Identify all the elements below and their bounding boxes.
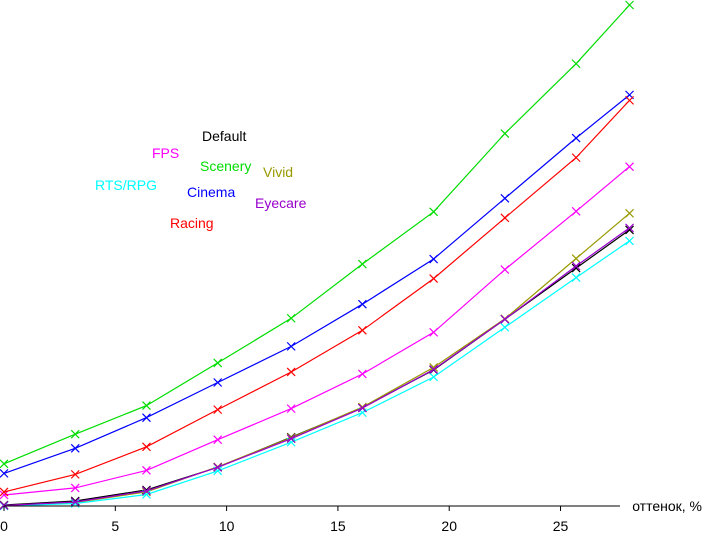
data-point-marker	[429, 274, 439, 284]
data-point-marker	[571, 59, 581, 69]
data-point-marker	[286, 434, 296, 444]
data-point-marker	[625, 223, 634, 233]
data-point-marker	[142, 442, 151, 452]
data-point-marker	[213, 378, 223, 387]
data-point-marker	[500, 314, 510, 324]
legend-label: Cinema	[187, 184, 235, 200]
x-axis-label: оттенок, %	[632, 498, 702, 514]
series-eyecare	[0, 223, 634, 510]
x-tick-label: 5	[111, 518, 119, 533]
legend-label: RTS/RPG	[95, 177, 157, 193]
data-point-marker	[571, 153, 581, 163]
data-point-marker	[500, 193, 510, 203]
series-layer	[0, 0, 634, 511]
data-point-marker	[0, 501, 9, 510]
data-point-marker	[213, 435, 223, 445]
x-ticks: 0 5 10 15 20 25	[0, 506, 569, 533]
series-vivid	[0, 208, 634, 510]
series-line	[3, 227, 630, 507]
legend-label: FPS	[152, 145, 179, 161]
data-point-marker	[70, 483, 80, 493]
legend: Default FPS Scenery Vivid RTS/RPG Cinema Eyeca…	[95, 128, 307, 231]
series-line	[3, 4, 630, 465]
series-line	[3, 166, 630, 496]
data-point-marker	[286, 341, 296, 351]
data-point-marker	[70, 443, 80, 453]
series-line	[3, 94, 630, 474]
x-tick-label: 15	[330, 518, 346, 533]
data-point-marker	[357, 325, 367, 335]
data-point-marker	[625, 0, 634, 10]
data-point-marker	[142, 486, 151, 496]
x-tick-label: 25	[553, 518, 569, 533]
data-point-marker	[500, 322, 510, 332]
data-point-marker	[142, 465, 151, 475]
legend-label: Scenery	[200, 158, 251, 174]
x-tick-label: 0	[0, 518, 8, 533]
data-point-marker	[213, 358, 223, 368]
data-point-marker	[571, 206, 581, 216]
series-line	[3, 240, 630, 507]
data-point-marker	[142, 413, 151, 423]
series-fps	[0, 162, 634, 500]
data-point-marker	[213, 405, 223, 415]
data-point-marker	[429, 207, 439, 217]
data-point-marker	[429, 363, 439, 372]
data-point-marker	[357, 369, 367, 379]
data-point-marker	[0, 490, 9, 500]
series-scenery	[0, 0, 634, 469]
legend-label: Default	[202, 128, 246, 144]
data-point-marker	[625, 162, 634, 172]
data-point-marker	[571, 263, 581, 273]
data-point-marker	[70, 429, 80, 439]
data-point-marker	[286, 367, 296, 377]
data-point-marker	[625, 208, 634, 218]
data-point-marker	[571, 273, 581, 283]
data-point-marker	[286, 404, 296, 414]
data-point-marker	[500, 213, 510, 223]
series-line	[3, 212, 630, 507]
series-line	[3, 229, 630, 506]
legend-label: Racing	[170, 215, 214, 231]
data-point-marker	[357, 259, 367, 269]
data-point-marker	[0, 468, 9, 478]
x-tick-label: 10	[219, 518, 235, 533]
data-point-marker	[429, 254, 439, 264]
data-point-marker	[500, 265, 510, 274]
data-point-marker	[70, 497, 80, 507]
data-point-marker	[571, 261, 581, 271]
data-point-marker	[0, 487, 9, 497]
x-tick-label: 20	[441, 518, 457, 533]
data-point-marker	[625, 95, 634, 105]
data-point-marker	[571, 133, 581, 143]
data-point-marker	[70, 469, 80, 479]
series-line	[3, 99, 630, 493]
series-racing	[0, 95, 634, 497]
data-point-marker	[625, 236, 634, 246]
series-rts-rpg	[0, 236, 634, 511]
legend-label: Eyecare	[255, 195, 307, 211]
legend-label: Vivid	[263, 164, 293, 180]
data-point-marker	[571, 254, 581, 263]
data-point-marker	[429, 327, 439, 337]
data-point-marker	[429, 372, 439, 382]
data-point-marker	[286, 313, 296, 323]
data-point-marker	[625, 225, 634, 235]
data-point-marker	[500, 129, 510, 138]
data-point-marker	[213, 462, 223, 472]
data-point-marker	[357, 403, 367, 413]
data-point-marker	[0, 459, 9, 469]
series-cinema	[0, 90, 634, 478]
data-point-marker	[357, 299, 367, 309]
data-point-marker	[142, 401, 151, 411]
data-point-marker	[429, 365, 439, 374]
